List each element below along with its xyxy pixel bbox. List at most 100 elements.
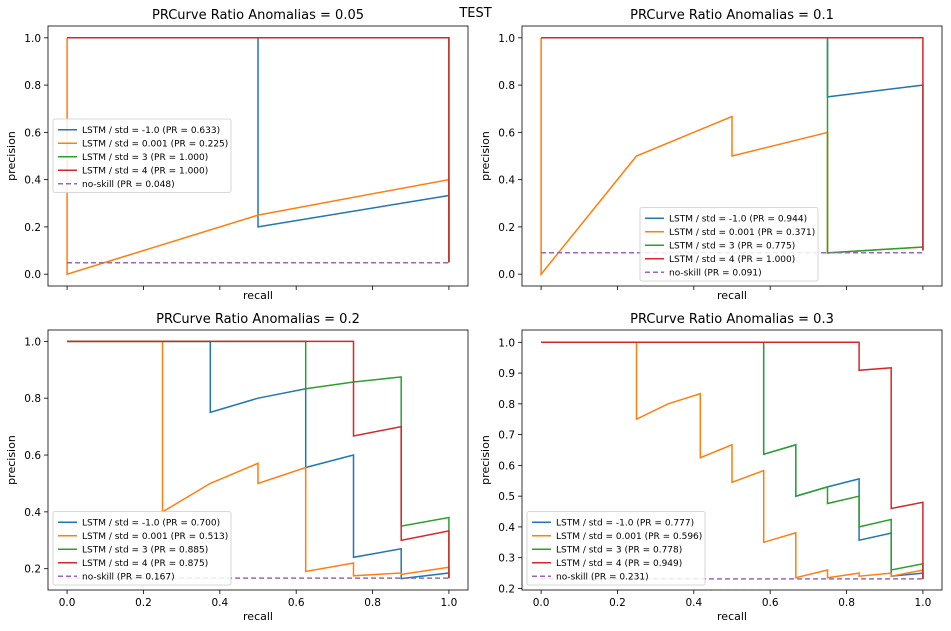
y-tick-label: 0.6 (498, 127, 515, 139)
legend-entry: no-skill (PR = 0.091) (669, 268, 762, 278)
legend-box (526, 511, 706, 586)
legend-box (52, 511, 232, 586)
legend-entry: LSTM / std = 4 (PR = 0.949) (556, 559, 682, 569)
y-tick-label: 0.4 (498, 175, 515, 187)
legend-entry: LSTM / std = 0.001 (PR = 0.371) (669, 228, 815, 238)
legend-box (52, 118, 232, 193)
legend-entry: LSTM / std = -1.0 (PR = 0.700) (82, 518, 220, 528)
y-tick-label: 0.3 (498, 553, 515, 565)
legend-entry: LSTM / std = 0.001 (PR = 0.225) (82, 139, 228, 149)
x-axis-label: recall (717, 610, 747, 623)
legend-entry: LSTM / std = 3 (PR = 0.778) (556, 545, 682, 555)
legend-entry: LSTM / std = -1.0 (PR = 0.633) (82, 126, 220, 136)
x-tick-label: 0.6 (762, 597, 779, 609)
legend-entry: LSTM / std = 3 (PR = 1.000) (82, 153, 208, 163)
series-line-1 (67, 340, 450, 580)
subplot-3: PRCurve Ratio Anomalias = 0.2 0.0 0.2 0.4 0.… (5, 312, 469, 623)
plot-area (540, 37, 924, 277)
x-tick-label: 0.8 (838, 597, 855, 609)
axes-frame (47, 25, 469, 287)
subplot-title: PRCurve Ratio Anomalias = 0.05 (152, 8, 364, 23)
y-tick-label: 0.7 (498, 430, 515, 442)
y-tick-label: 1.0 (498, 33, 515, 45)
y-tick-label: 0.4 (498, 522, 515, 534)
series-line-4 (541, 37, 924, 251)
subplot-title: PRCurve Ratio Anomalias = 0.3 (630, 312, 834, 327)
x-tick-label: 0.0 (59, 597, 76, 609)
legend: LSTM / std = -1.0 (PR = 0.633) LSTM / std… (52, 118, 232, 193)
subplot-title: PRCurve Ratio Anomalias = 0.1 (630, 8, 834, 23)
x-tick-label: 0.0 (533, 597, 550, 609)
axes-frame (521, 25, 943, 287)
plot-area (66, 37, 450, 276)
legend-entry: LSTM / std = 3 (PR = 0.775) (669, 241, 795, 251)
legend-entry: LSTM / std = 4 (PR = 0.875) (82, 559, 208, 569)
y-tick-label: 0.6 (498, 460, 515, 472)
subplot-title: PRCurve Ratio Anomalias = 0.2 (156, 312, 360, 327)
legend-entry: LSTM / std = -1.0 (PR = 0.944) (669, 214, 807, 224)
subplot-4: PRCurve Ratio Anomalias = 0.3 0.0 0.2 0.4 0.… (479, 312, 943, 623)
x-tick-label: 1.0 (915, 597, 932, 609)
x-tick-label: 0.6 (288, 597, 305, 609)
x-tick-label: 0.2 (135, 597, 152, 609)
legend-entry: LSTM / std = 0.001 (PR = 0.596) (556, 532, 702, 542)
series-line-2 (67, 340, 450, 579)
y-axis-label: precision (479, 131, 492, 181)
series-line-2 (541, 341, 924, 579)
plot-area (541, 341, 924, 580)
legend-box (639, 207, 819, 282)
y-tick-label: 1.0 (24, 336, 41, 348)
legend-entry: LSTM / std = 0.001 (PR = 0.513) (82, 532, 228, 542)
legend-entry: no-skill (PR = 0.048) (82, 180, 175, 190)
legend: LSTM / std = -1.0 (PR = 0.777) LSTM / std… (526, 511, 706, 586)
series-line-4 (67, 37, 450, 263)
y-tick-label: 0.4 (24, 175, 41, 187)
y-tick-label: 0.2 (498, 222, 515, 234)
x-tick-label: 0.8 (364, 597, 381, 609)
y-tick-label: 0.9 (498, 368, 515, 380)
y-tick-label: 1.0 (498, 337, 515, 349)
y-tick-label: 0.2 (24, 222, 41, 234)
legend-entry: no-skill (PR = 0.167) (82, 572, 175, 582)
y-tick-label: 0.8 (24, 80, 41, 92)
legend-entry: LSTM / std = 3 (PR = 0.885) (82, 545, 208, 555)
x-axis-label: recall (243, 289, 273, 302)
axes-frame (521, 329, 943, 591)
figure-suptitle: TEST (459, 6, 492, 21)
series-line-4 (67, 340, 450, 579)
y-tick-label: 0.6 (24, 450, 41, 462)
x-axis-label: recall (717, 289, 747, 302)
y-tick-label: 0.2 (24, 564, 41, 576)
axes-frame (47, 329, 469, 591)
legend-entry: LSTM / std = 4 (PR = 1.000) (82, 166, 208, 176)
y-tick-label: 0.8 (498, 80, 515, 92)
y-tick-label: 0.5 (498, 491, 515, 503)
y-tick-label: 0.2 (498, 583, 515, 595)
y-axis-label: precision (479, 435, 492, 485)
x-axis-label: recall (243, 610, 273, 623)
legend-entry: LSTM / std = -1.0 (PR = 0.777) (556, 518, 694, 528)
legend: LSTM / std = -1.0 (PR = 0.944) LSTM / std… (639, 207, 819, 282)
plot-area (67, 340, 450, 580)
series-line-3 (67, 340, 450, 579)
y-axis-label: precision (5, 131, 18, 181)
x-tick-label: 0.2 (609, 597, 626, 609)
y-tick-label: 0.0 (24, 269, 41, 281)
y-tick-label: 0.8 (498, 399, 515, 411)
legend: LSTM / std = -1.0 (PR = 0.700) LSTM / std… (52, 511, 232, 586)
legend-entry: LSTM / std = 4 (PR = 1.000) (669, 255, 795, 265)
y-axis-label: precision (5, 435, 18, 485)
subplot-2: PRCurve Ratio Anomalias = 0.1 0.0 0.2 0.4 0.… (479, 8, 943, 302)
x-tick-label: 0.4 (211, 597, 228, 609)
series-line-4 (541, 341, 924, 579)
x-tick-label: 1.0 (441, 597, 458, 609)
y-tick-label: 0.4 (24, 507, 41, 519)
series-line-3 (541, 341, 924, 579)
y-tick-label: 0.0 (498, 269, 515, 281)
y-tick-label: 0.8 (24, 393, 41, 405)
y-tick-label: 0.6 (24, 127, 41, 139)
x-tick-label: 0.4 (685, 597, 702, 609)
legend-entry: no-skill (PR = 0.231) (556, 572, 649, 582)
subplot-1: PRCurve Ratio Anomalias = 0.05 0.0 0.2 0.4 0… (5, 8, 469, 302)
